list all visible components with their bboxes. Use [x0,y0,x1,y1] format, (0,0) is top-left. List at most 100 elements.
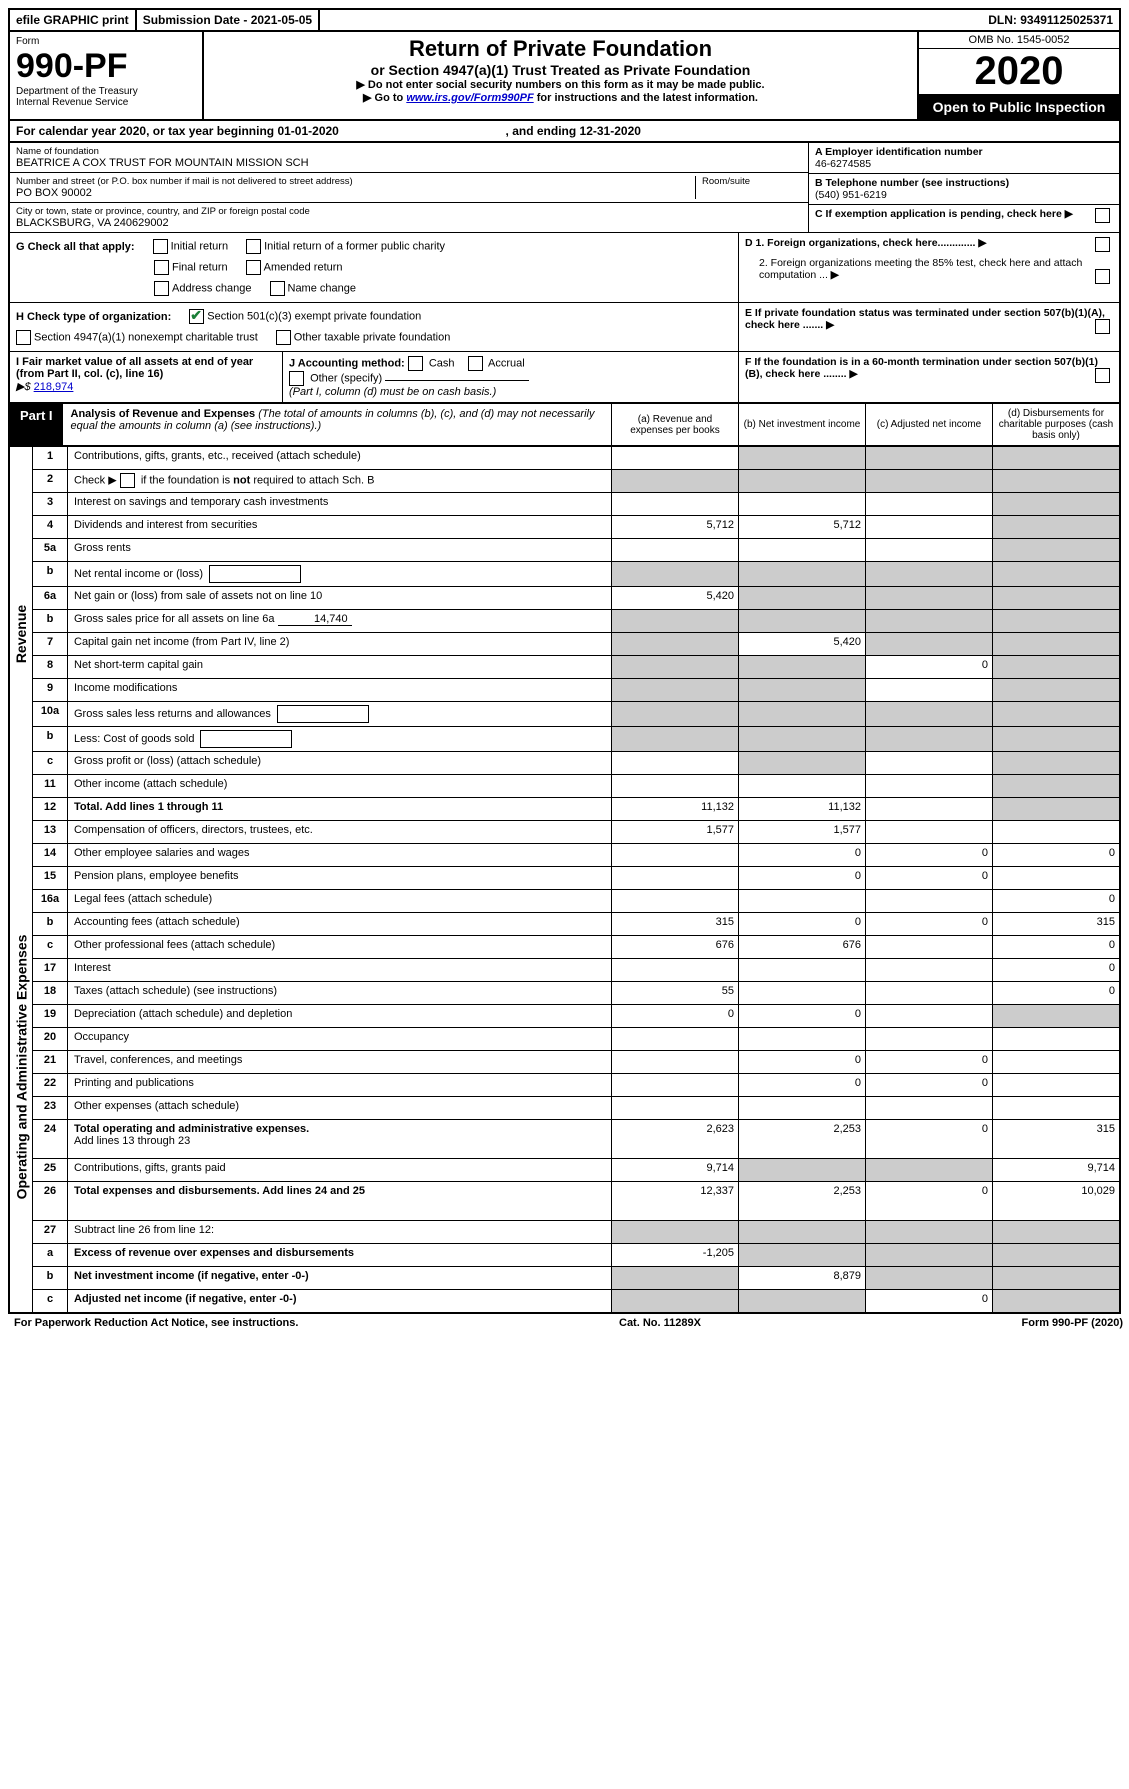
cal-mid: , and ending [506,124,580,138]
row-12: 12 Total. Add lines 1 through 11 11,1321… [33,798,1119,821]
g-row3: Address change Name change [10,281,738,302]
expenses-rows: 13 Compensation of officers, directors, … [33,821,1119,1312]
row-5a: 5a Gross rents [33,539,1119,562]
f-right: F If the foundation is in a 60-month ter… [738,352,1119,402]
row-16c: c Other professional fees (attach schedu… [33,936,1119,959]
box-10a [277,705,369,723]
ein: 46-6274585 [815,158,1113,170]
row-27: 27 Subtract line 26 from line 12: [33,1221,1119,1244]
e-checkbox[interactable] [1095,319,1110,334]
part1-label: Part I [10,404,63,445]
j-label: J Accounting method: [289,357,405,369]
row-5b: b Net rental income or (loss) [33,562,1119,587]
row-27a: a Excess of revenue over expenses and di… [33,1244,1119,1267]
d2-label: 2. Foreign organizations meeting the 85%… [759,257,1082,281]
i-value[interactable]: 218,974 [34,381,74,393]
d2-checkbox[interactable] [1095,269,1110,284]
revenue-rows: 1 Contributions, gifts, grants, etc., re… [33,447,1119,821]
cb-sch-b[interactable] [120,473,135,488]
col-c-head: (c) Adjusted net income [865,404,992,445]
d-right: D 1. Foreign organizations, check here..… [738,233,1119,302]
arrow2-post: for instructions and the latest informat… [534,92,758,104]
row-7: 7 Capital gain net income (from Part IV,… [33,633,1119,656]
d2-box: 2. Foreign organizations meeting the 85%… [739,253,1119,285]
arrow-icon: ▶ [1065,208,1073,220]
footer-right: Form 990-PF (2020) [1022,1317,1123,1329]
cb-address[interactable] [154,281,169,296]
col-d-head: (d) Disbursements for charitable purpose… [992,404,1119,445]
cb-other-taxable[interactable] [276,330,291,345]
efile-label: efile GRAPHIC print [10,10,137,30]
footer-mid: Cat. No. 11289X [619,1317,701,1329]
cb-other-method[interactable] [289,371,304,386]
ij-left: I Fair market value of all assets at end… [10,352,738,402]
dept: Department of the Treasury [16,86,196,97]
col-a-head: (a) Revenue and expenses per books [611,404,738,445]
h-row1: H Check type of organization: Section 50… [10,303,738,330]
cb-accrual[interactable] [468,356,483,371]
box-10b [200,730,292,748]
row-10c: c Gross profit or (loss) (attach schedul… [33,752,1119,775]
row-10a: 10a Gross sales less returns and allowan… [33,702,1119,727]
g-opt-final: Final return [154,260,228,275]
ein-cell: A Employer identification number 46-6274… [809,143,1119,174]
subtitle: or Section 4947(a)(1) Trust Treated as P… [210,62,911,78]
form-container: efile GRAPHIC print Submission Date - 20… [8,8,1121,1314]
row-6a: 6a Net gain or (loss) from sale of asset… [33,587,1119,610]
irs-link[interactable]: www.irs.gov/Form990PF [406,92,533,104]
cb-initial-former[interactable] [246,239,261,254]
footer-left: For Paperwork Reduction Act Notice, see … [14,1317,298,1329]
f-checkbox[interactable] [1095,368,1110,383]
expenses-section: Operating and Administrative Expenses 13… [10,821,1119,1312]
row-1: 1 Contributions, gifts, grants, etc., re… [33,447,1119,470]
row-6b: b Gross sales price for all assets on li… [33,610,1119,633]
c-label: C If exemption application is pending, c… [815,208,1062,220]
box-5b [209,565,301,583]
dln: DLN: 93491125025371 [982,10,1119,30]
row-13: 13 Compensation of officers, directors, … [33,821,1119,844]
part1-desc: Analysis of Revenue and Expenses (The to… [63,404,611,445]
cb-initial[interactable] [153,239,168,254]
g-opt-initial-former: Initial return of a former public charit… [246,239,445,254]
form-number: 990-PF [16,47,196,86]
section-h-e: H Check type of organization: Section 50… [10,302,1119,351]
calendar-row: For calendar year 2020, or tax year begi… [10,121,1119,143]
d1-checkbox[interactable] [1095,237,1110,252]
title: Return of Private Foundation [210,36,911,62]
e-box: E If private foundation status was termi… [739,303,1119,335]
cb-4947[interactable] [16,330,31,345]
irs: Internal Revenue Service [16,97,196,108]
cb-cash[interactable] [408,356,423,371]
row-16a: 16a Legal fees (attach schedule) 0 [33,890,1119,913]
submission-date: Submission Date - 2021-05-05 [137,10,320,30]
cb-amended[interactable] [246,260,261,275]
cb-name[interactable] [270,281,285,296]
revenue-section: Revenue 1 Contributions, gifts, grants, … [10,446,1119,821]
cb-final[interactable] [154,260,169,275]
g-left: G Check all that apply: Initial return I… [10,233,738,302]
cal-end: 12-31-2020 [580,124,641,138]
e-right: E If private foundation status was termi… [738,303,1119,351]
phone: (540) 951-6219 [815,189,1113,201]
section-g-d: G Check all that apply: Initial return I… [10,232,1119,302]
g-opt-initial: Initial return [153,239,228,254]
row-9: 9 Income modifications [33,679,1119,702]
cb-501c3[interactable] [189,309,204,324]
g-opt-amended: Amended return [246,260,343,275]
d1-label: D 1. Foreign organizations, check here..… [745,237,975,249]
info-right: A Employer identification number 46-6274… [808,143,1119,232]
info-grid-top: Name of foundation BEATRICE A COX TRUST … [10,143,1119,232]
info-left: Name of foundation BEATRICE A COX TRUST … [10,143,808,232]
row-4: 4 Dividends and interest from securities… [33,516,1119,539]
row-8: 8 Net short-term capital gain 0 [33,656,1119,679]
c-checkbox[interactable] [1095,208,1110,223]
other-specify-line [385,380,529,381]
form-word: Form [16,36,196,47]
phone-label: B Telephone number (see instructions) [815,177,1113,189]
part1-header: Part I Analysis of Revenue and Expenses … [10,402,1119,446]
room-label: Room/suite [702,176,802,187]
j-box: J Accounting method: Cash Accrual Other … [283,352,738,402]
open-public: Open to Public Inspection [919,95,1119,119]
header-center: Return of Private Foundation or Section … [204,32,917,119]
city-cell: City or town, state or province, country… [10,203,808,232]
